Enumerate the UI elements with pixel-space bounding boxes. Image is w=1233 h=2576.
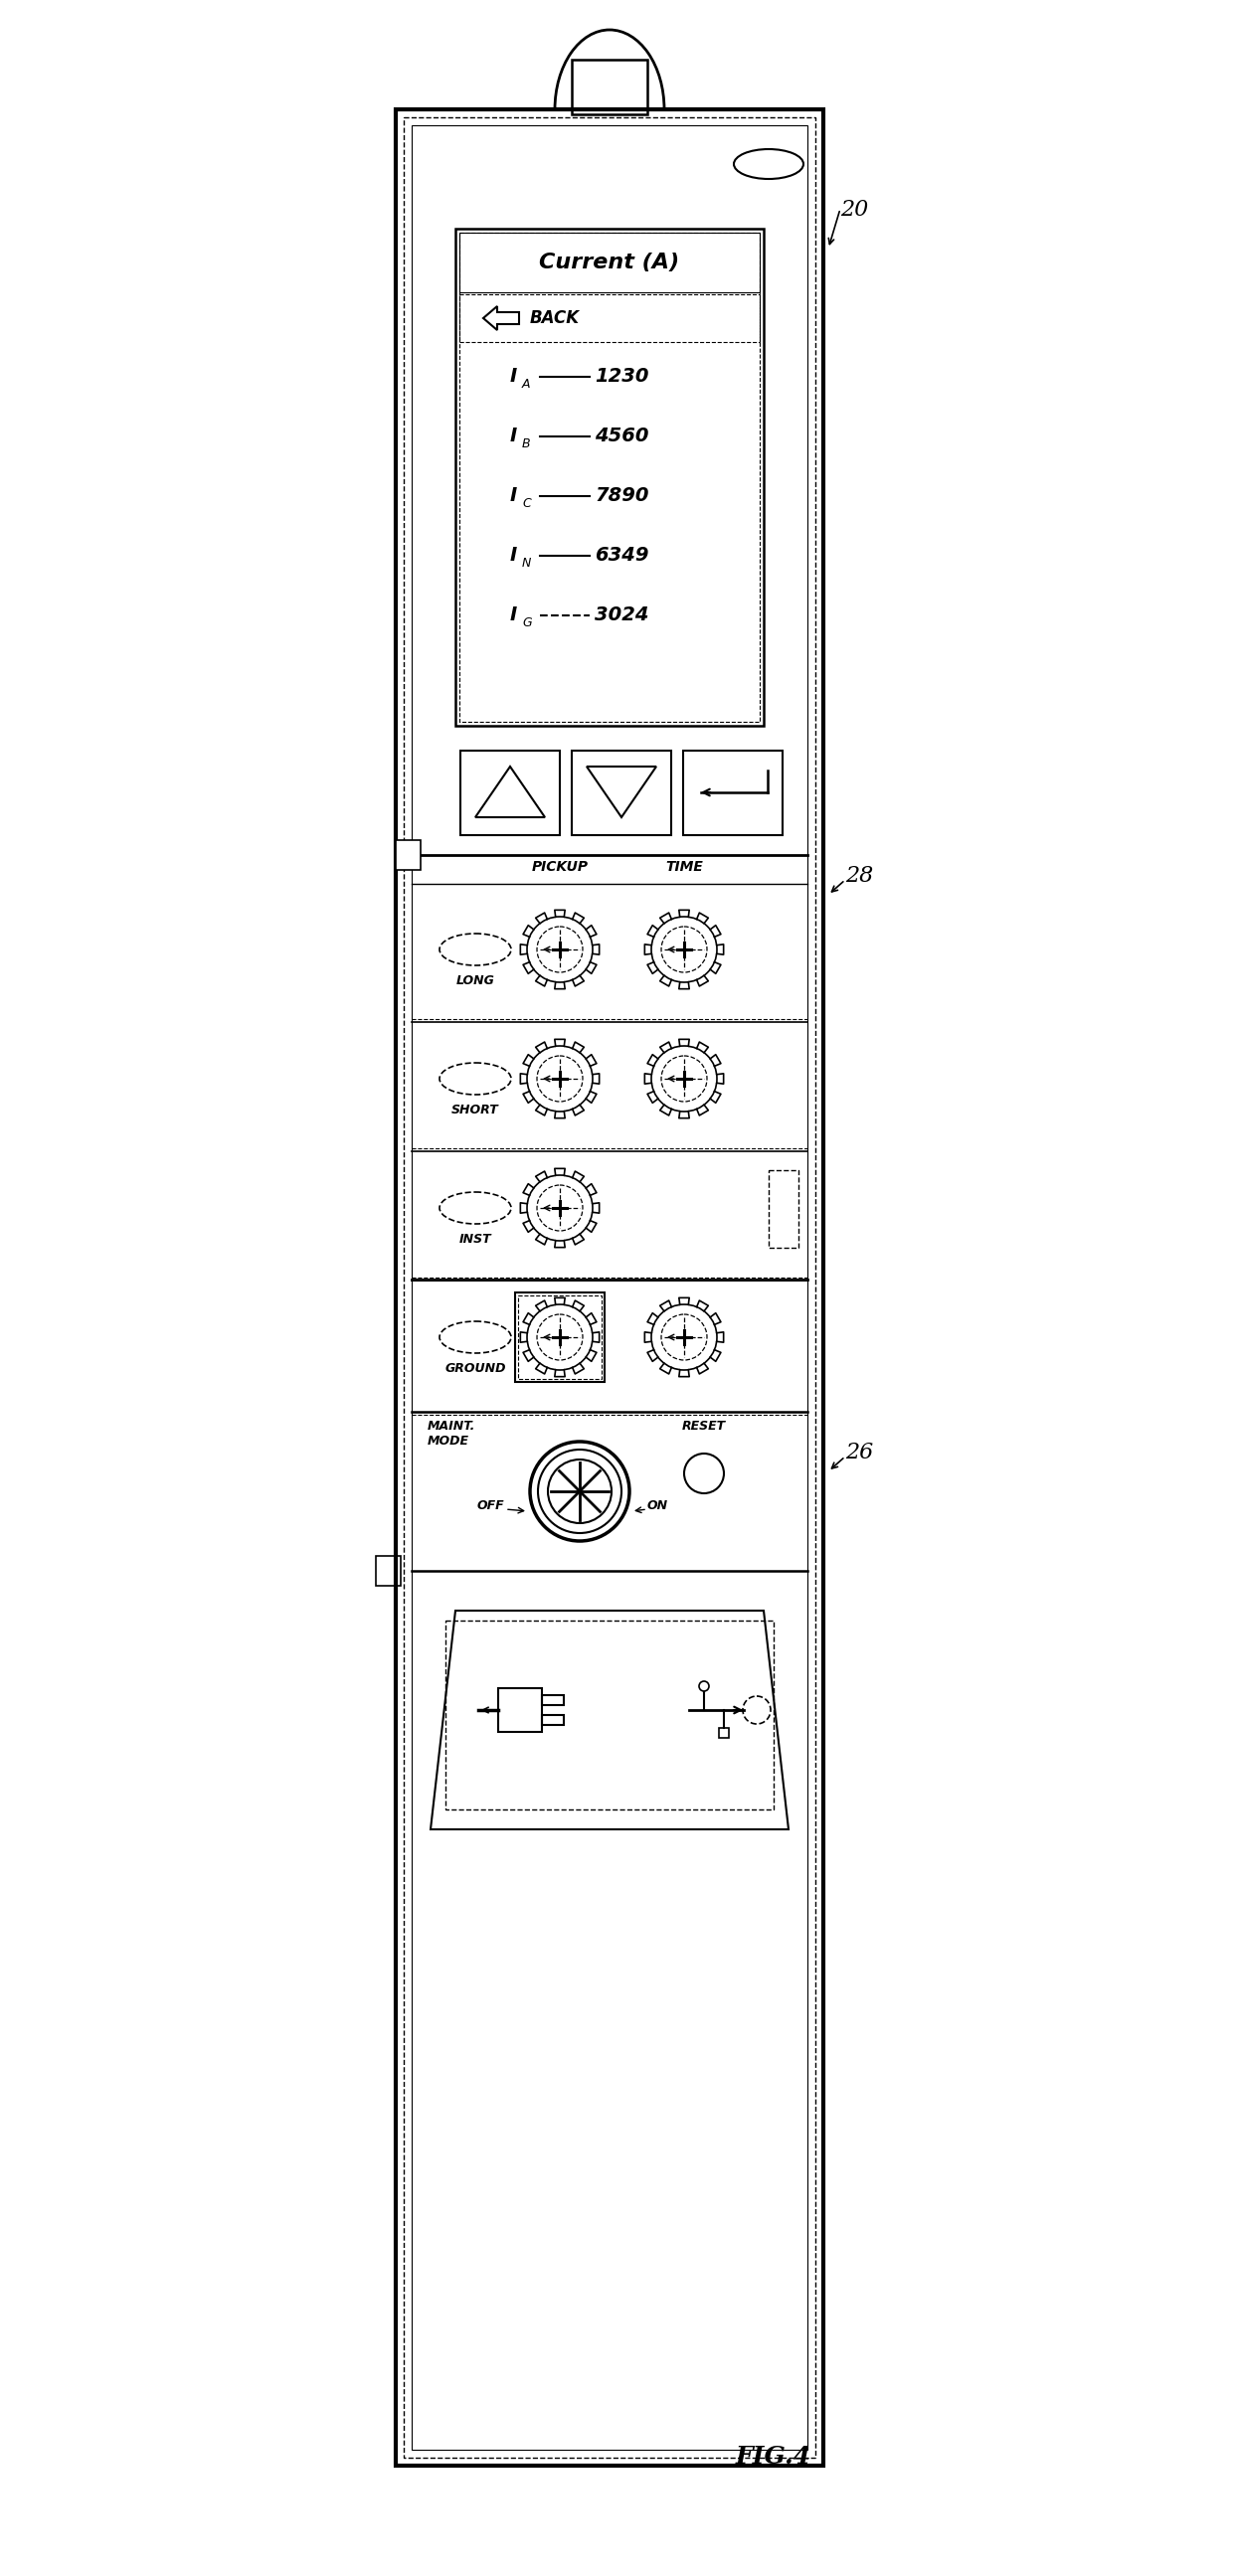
Text: 28: 28 [845,866,873,886]
Text: G: G [522,616,531,631]
Bar [460,232,760,291]
Text: INST: INST [459,1234,492,1247]
Text: 3024: 3024 [594,605,649,626]
Bar [460,750,560,835]
Bar [683,750,783,835]
Text: I: I [510,428,518,446]
Bar [768,1170,799,1247]
Bar [719,1728,729,1739]
Bar [376,1556,401,1587]
Text: OFF: OFF [476,1499,504,1512]
Bar [396,840,420,871]
Text: 1230: 1230 [594,368,649,386]
Text: 4560: 4560 [594,428,649,446]
Bar [445,1620,773,1808]
Text: 7890: 7890 [594,487,649,505]
Bar [460,232,760,721]
Text: BACK: BACK [530,309,580,327]
Bar [455,229,763,726]
Bar [515,1293,604,1381]
Bar [403,118,815,2458]
Text: I: I [510,368,518,386]
Bar [572,59,647,113]
Text: 20: 20 [840,198,868,222]
Bar [498,1687,543,1731]
Bar [460,294,760,343]
Text: MAINT.
MODE: MAINT. MODE [428,1419,476,1448]
Text: I: I [510,487,518,505]
Bar [518,1296,602,1378]
Bar [543,1695,563,1705]
Text: ON: ON [647,1499,668,1512]
Text: TIME: TIME [666,860,703,873]
Text: I: I [510,546,518,564]
Text: B: B [522,438,530,451]
Text: N: N [522,556,531,569]
Text: 6349: 6349 [594,546,649,564]
Text: A: A [522,379,530,392]
Text: RESET: RESET [682,1419,726,1432]
Bar [412,126,808,2450]
Text: SHORT: SHORT [451,1103,499,1115]
Text: FIG.4: FIG.4 [736,2445,811,2468]
Text: GROUND: GROUND [445,1363,506,1376]
Bar [543,1716,563,1726]
Text: LONG: LONG [456,974,494,987]
Text: Current (A): Current (A) [539,252,679,273]
Text: 26: 26 [845,1443,873,1463]
Bar [572,750,671,835]
Bar [396,108,824,2465]
Text: PICKUP: PICKUP [531,860,588,873]
Text: I: I [510,605,518,626]
Text: C: C [522,497,530,510]
